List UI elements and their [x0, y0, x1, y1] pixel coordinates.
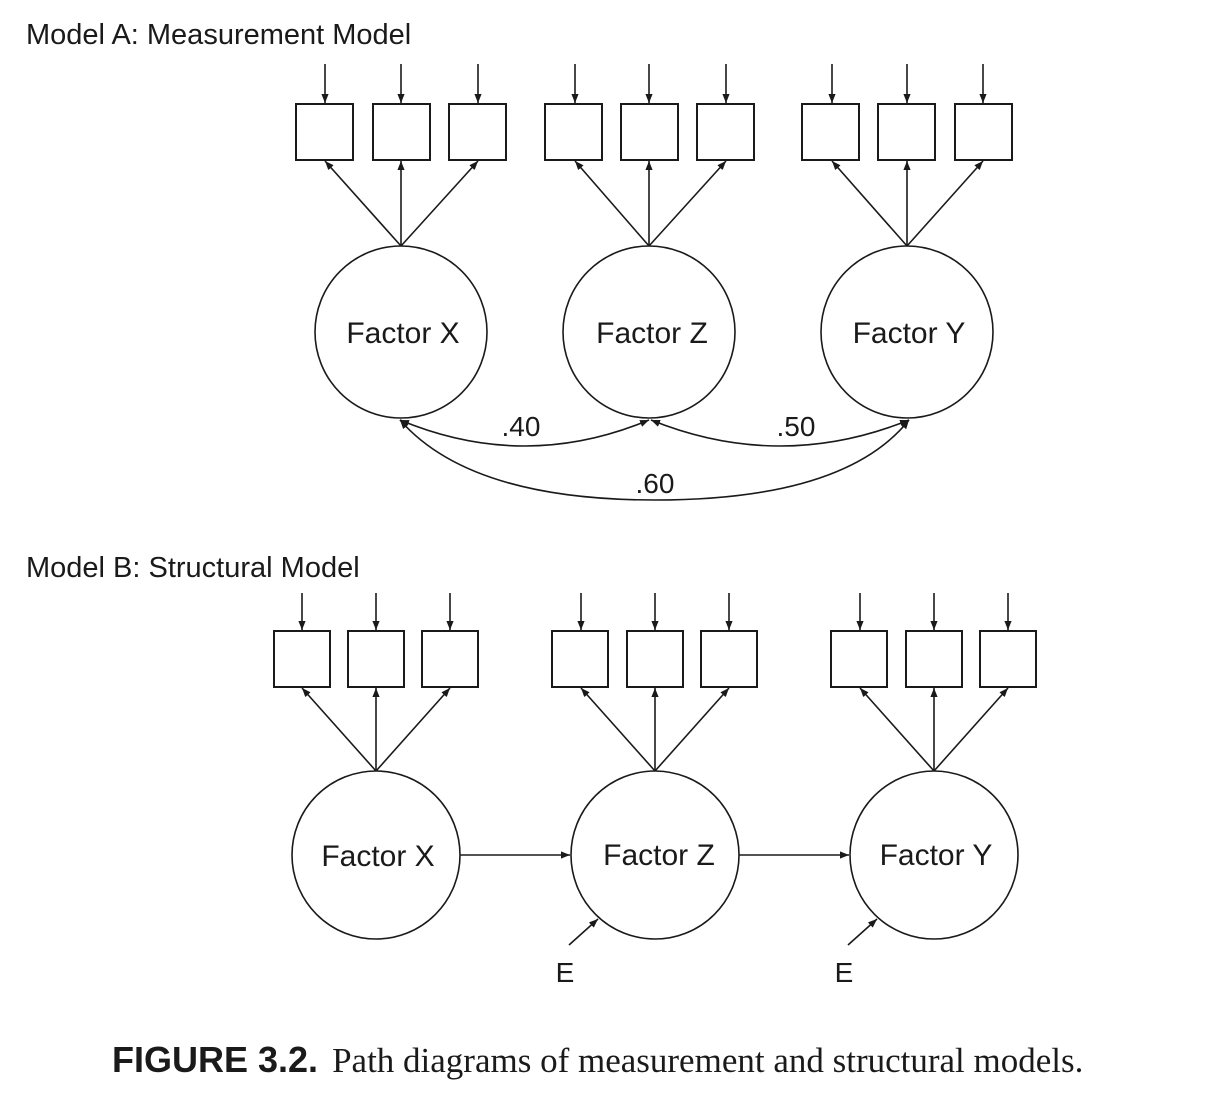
model-a-indicators-x — [295, 64, 507, 247]
indicator-box — [295, 103, 354, 161]
indicator-box — [979, 630, 1037, 688]
loading-arrow — [654, 687, 730, 772]
correlation-label-x-z: .40 — [502, 411, 541, 442]
indicator-box — [700, 630, 758, 688]
loading-arrow — [301, 687, 377, 772]
factor-label: Factor X — [321, 840, 434, 873]
indicator-box — [954, 103, 1013, 161]
correlation-arrow-x-y — [399, 419, 910, 501]
indicator-box — [544, 103, 603, 161]
model-a-title: Model A: Measurement Model — [26, 19, 411, 51]
model-b: Model B: Structural Model — [26, 552, 1037, 988]
factor-y-node: Factor Y — [849, 770, 1019, 940]
factor-label: Factor Y — [880, 839, 993, 872]
indicator-box — [626, 630, 684, 688]
factor-x-node: Factor X — [291, 770, 461, 940]
factor-circle — [562, 245, 736, 419]
correlation-arrow-x-z — [399, 419, 650, 447]
loading-arrow — [906, 160, 984, 247]
factor-circle — [849, 770, 1019, 940]
indicator-box — [877, 103, 936, 161]
indicator-box — [801, 103, 860, 161]
indicator-box — [421, 630, 479, 688]
loading-arrow — [400, 160, 479, 247]
model-b-indicators-x — [273, 593, 479, 772]
loading-arrow — [933, 687, 1009, 772]
factor-label: Factor X — [346, 317, 459, 350]
factor-x-node: Factor X — [314, 245, 488, 419]
caption-description: Path diagrams of measurement and structu… — [332, 1041, 1083, 1080]
indicator-box — [448, 103, 507, 161]
factor-label: Factor Y — [853, 317, 966, 350]
model-b-indicators-y — [830, 593, 1037, 772]
disturbance-label-y: E — [835, 957, 854, 988]
loading-arrow — [580, 687, 656, 772]
model-a: Model A: Measurement Model — [26, 19, 1013, 501]
indicator-box — [830, 630, 888, 688]
loading-arrow — [831, 160, 908, 247]
indicator-box — [905, 630, 963, 688]
factor-z-node: Factor Z — [570, 770, 740, 940]
disturbance-arrow-z — [568, 918, 599, 946]
disturbance-arrow-y — [847, 918, 878, 946]
factor-z-node: Factor Z — [562, 245, 736, 419]
loading-arrow — [648, 160, 727, 247]
loading-arrow — [324, 160, 402, 247]
disturbance-label-z: E — [556, 957, 575, 988]
factor-circle — [820, 245, 994, 419]
loading-arrow — [574, 160, 650, 247]
caption-text: FIGURE 3.2. Path diagrams of measurement … — [112, 1039, 1083, 1080]
indicator-box — [696, 103, 755, 161]
factor-label: Factor Z — [596, 317, 708, 350]
correlation-label-x-y: .60 — [636, 468, 675, 499]
correlation-arrow-z-y — [650, 419, 910, 447]
model-a-indicators-z — [544, 64, 755, 247]
caption-label: FIGURE 3.2. — [112, 1039, 318, 1080]
indicator-box — [273, 630, 331, 688]
model-b-title: Model B: Structural Model — [26, 552, 360, 584]
figure-caption: FIGURE 3.2. Path diagrams of measurement … — [112, 1039, 1083, 1080]
factor-label: Factor Z — [603, 839, 715, 872]
model-b-indicators-z — [551, 593, 758, 772]
indicator-box — [620, 103, 679, 161]
model-a-indicators-y — [801, 64, 1013, 247]
loading-arrow — [859, 687, 935, 772]
indicator-box — [551, 630, 609, 688]
correlation-label-z-y: .50 — [777, 411, 816, 442]
indicator-box — [347, 630, 405, 688]
factor-y-node: Factor Y — [820, 245, 994, 419]
factor-circle — [314, 245, 488, 419]
loading-arrow — [375, 687, 451, 772]
indicator-box — [372, 103, 431, 161]
